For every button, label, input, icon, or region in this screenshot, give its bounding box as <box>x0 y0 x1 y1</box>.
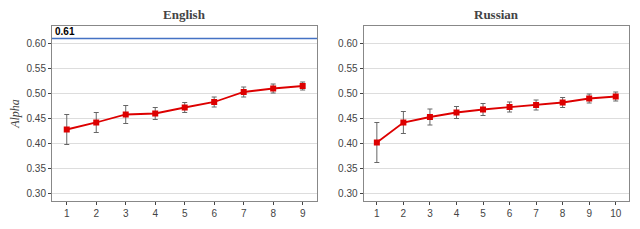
svg-text:0.60: 0.60 <box>338 38 358 49</box>
svg-text:7: 7 <box>241 208 247 219</box>
svg-text:0.35: 0.35 <box>27 163 47 174</box>
svg-text:8: 8 <box>560 208 566 219</box>
svg-text:3: 3 <box>427 208 433 219</box>
svg-text:1: 1 <box>64 208 70 219</box>
svg-text:Alpha: Alpha <box>8 99 22 129</box>
svg-text:0.60: 0.60 <box>27 38 47 49</box>
svg-text:8: 8 <box>270 208 276 219</box>
svg-text:0.55: 0.55 <box>27 63 47 74</box>
svg-text:0.45: 0.45 <box>27 113 47 124</box>
svg-text:5: 5 <box>480 208 486 219</box>
svg-text:1: 1 <box>374 208 380 219</box>
svg-text:6: 6 <box>211 208 217 219</box>
svg-text:9: 9 <box>586 208 592 219</box>
svg-text:0.30: 0.30 <box>27 188 47 199</box>
svg-text:0.40: 0.40 <box>338 138 358 149</box>
svg-text:0.50: 0.50 <box>338 88 358 99</box>
svg-text:0.45: 0.45 <box>338 113 358 124</box>
svg-text:0.61: 0.61 <box>55 26 75 37</box>
svg-text:English: English <box>163 7 206 22</box>
svg-text:2: 2 <box>401 208 407 219</box>
svg-text:6: 6 <box>507 208 513 219</box>
svg-text:7: 7 <box>533 208 539 219</box>
svg-text:3: 3 <box>123 208 129 219</box>
svg-text:2: 2 <box>93 208 99 219</box>
svg-text:Russian: Russian <box>474 7 519 22</box>
svg-text:0.55: 0.55 <box>338 63 358 74</box>
svg-text:9: 9 <box>300 208 306 219</box>
svg-text:4: 4 <box>152 208 158 219</box>
svg-text:10: 10 <box>610 208 622 219</box>
svg-text:0.30: 0.30 <box>338 188 358 199</box>
svg-text:0.50: 0.50 <box>27 88 47 99</box>
svg-text:4: 4 <box>454 208 460 219</box>
svg-text:0.40: 0.40 <box>27 138 47 149</box>
svg-text:0.35: 0.35 <box>338 163 358 174</box>
svg-text:5: 5 <box>182 208 188 219</box>
